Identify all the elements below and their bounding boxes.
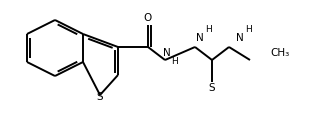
Text: H: H [172, 58, 178, 66]
Text: H: H [205, 26, 212, 35]
Text: N: N [236, 33, 244, 43]
Text: O: O [144, 13, 152, 23]
Text: H: H [245, 26, 251, 35]
Text: S: S [209, 83, 215, 93]
Text: CH₃: CH₃ [270, 48, 289, 58]
Text: N: N [163, 48, 171, 58]
Text: S: S [97, 92, 103, 102]
Text: N: N [196, 33, 204, 43]
